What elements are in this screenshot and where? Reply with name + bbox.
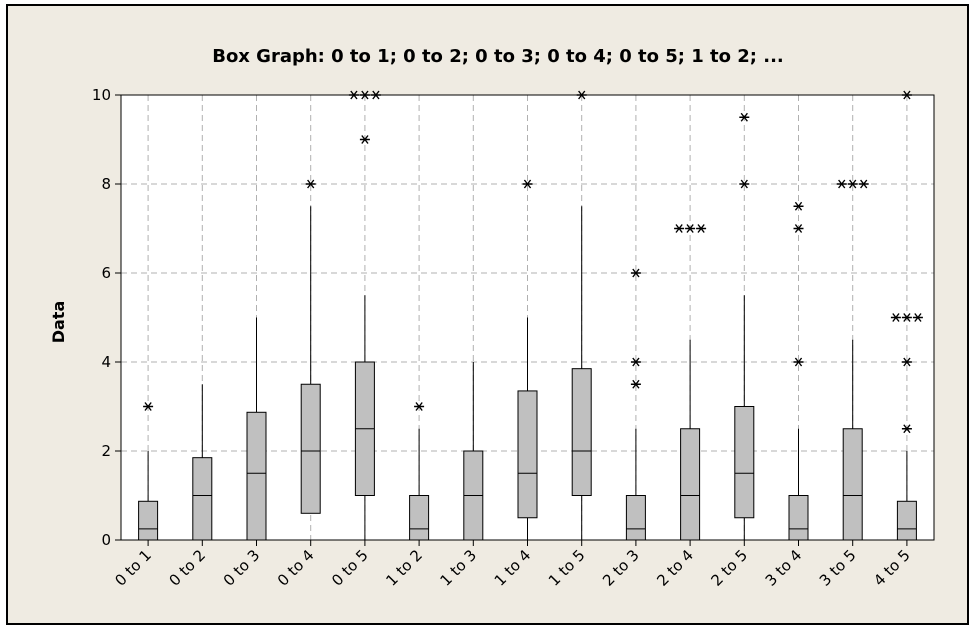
box: [246, 411, 267, 541]
outlier-point: [739, 112, 750, 122]
x-tick-label: 1 to 2: [382, 546, 426, 590]
outlier-point: [696, 224, 707, 233]
x-tick-label: 3 to 4: [762, 546, 806, 590]
x-tick-label: 2 to 3: [599, 546, 643, 590]
y-tick-label: 6: [101, 264, 111, 282]
x-tick-label: 1 to 5: [545, 546, 589, 590]
box: [680, 428, 701, 541]
x-tick-label: 2 to 5: [708, 546, 752, 590]
box-group: [890, 90, 923, 541]
outlier-point: [793, 224, 804, 233]
outlier-point: [858, 179, 869, 189]
box-group: [138, 402, 159, 541]
outlier-point: [793, 201, 804, 211]
box: [842, 428, 863, 541]
y-tick-label: 2: [101, 442, 111, 460]
outlier-point: [522, 179, 533, 189]
box-group: [625, 268, 646, 541]
x-tick-label: 0 to 1: [111, 546, 155, 590]
box-group: [674, 224, 707, 541]
outlier-point: [305, 179, 316, 189]
outlier-point: [890, 313, 901, 322]
outlier-point: [901, 357, 912, 367]
x-tick-label: 0 to 4: [274, 546, 318, 590]
boxes-layer: [138, 90, 923, 541]
outlier-point: [143, 402, 154, 411]
box: [138, 500, 159, 541]
box: [571, 368, 592, 496]
box-group: [409, 402, 430, 541]
box: [896, 500, 917, 541]
outlier-point: [685, 224, 696, 233]
box-group: [300, 179, 321, 514]
box-group: [571, 90, 592, 540]
box: [517, 390, 538, 519]
box: [625, 495, 646, 541]
outlier-point: [630, 268, 641, 278]
y-tick-label: 0: [101, 531, 111, 549]
box: [192, 457, 213, 541]
outlier-point: [793, 357, 804, 367]
outlier-point: [847, 179, 858, 189]
outlier-point: [836, 179, 847, 189]
outlier-point: [359, 135, 370, 144]
box: [409, 495, 430, 541]
y-tick-label: 10: [92, 86, 111, 104]
outlier-point: [630, 379, 641, 389]
y-axis: 0 2 4 6 8 10: [92, 86, 121, 549]
box-group: [192, 384, 213, 541]
y-tick-label: 8: [101, 175, 111, 193]
y-axis-label: Data: [49, 301, 68, 344]
outlier-point: [901, 313, 912, 322]
x-tick-label: 2 to 4: [653, 546, 697, 590]
outlier-point: [414, 402, 425, 411]
outlier-point: [630, 357, 641, 367]
x-tick-label: 4 to 5: [870, 546, 914, 590]
outlier-point: [739, 179, 750, 189]
x-tick-label: 0 to 2: [166, 546, 210, 590]
box: [788, 495, 809, 541]
outlier-point: [674, 224, 685, 233]
x-tick-label: 3 to 5: [816, 546, 860, 590]
box-group: [734, 112, 755, 540]
box-group: [463, 362, 484, 541]
chart-title: Box Graph: 0 to 1; 0 to 2; 0 to 3; 0 to …: [212, 46, 784, 67]
x-tick-label: 0 to 3: [220, 546, 264, 590]
chart-frame: Box Graph: 0 to 1; 0 to 2; 0 to 3; 0 to …: [6, 4, 969, 625]
x-tick-label: 1 to 3: [437, 546, 481, 590]
box-plot-chart: Box Graph: 0 to 1; 0 to 2; 0 to 3; 0 to …: [49, 46, 935, 590]
outlier-point: [901, 424, 912, 434]
outlier-point: [912, 313, 923, 322]
y-tick-label: 4: [101, 353, 111, 371]
box-group: [517, 179, 538, 540]
x-tick-label: 1 to 4: [491, 546, 535, 590]
box: [734, 406, 755, 519]
x-tick-label: 0 to 5: [328, 546, 372, 590]
box: [300, 383, 321, 514]
